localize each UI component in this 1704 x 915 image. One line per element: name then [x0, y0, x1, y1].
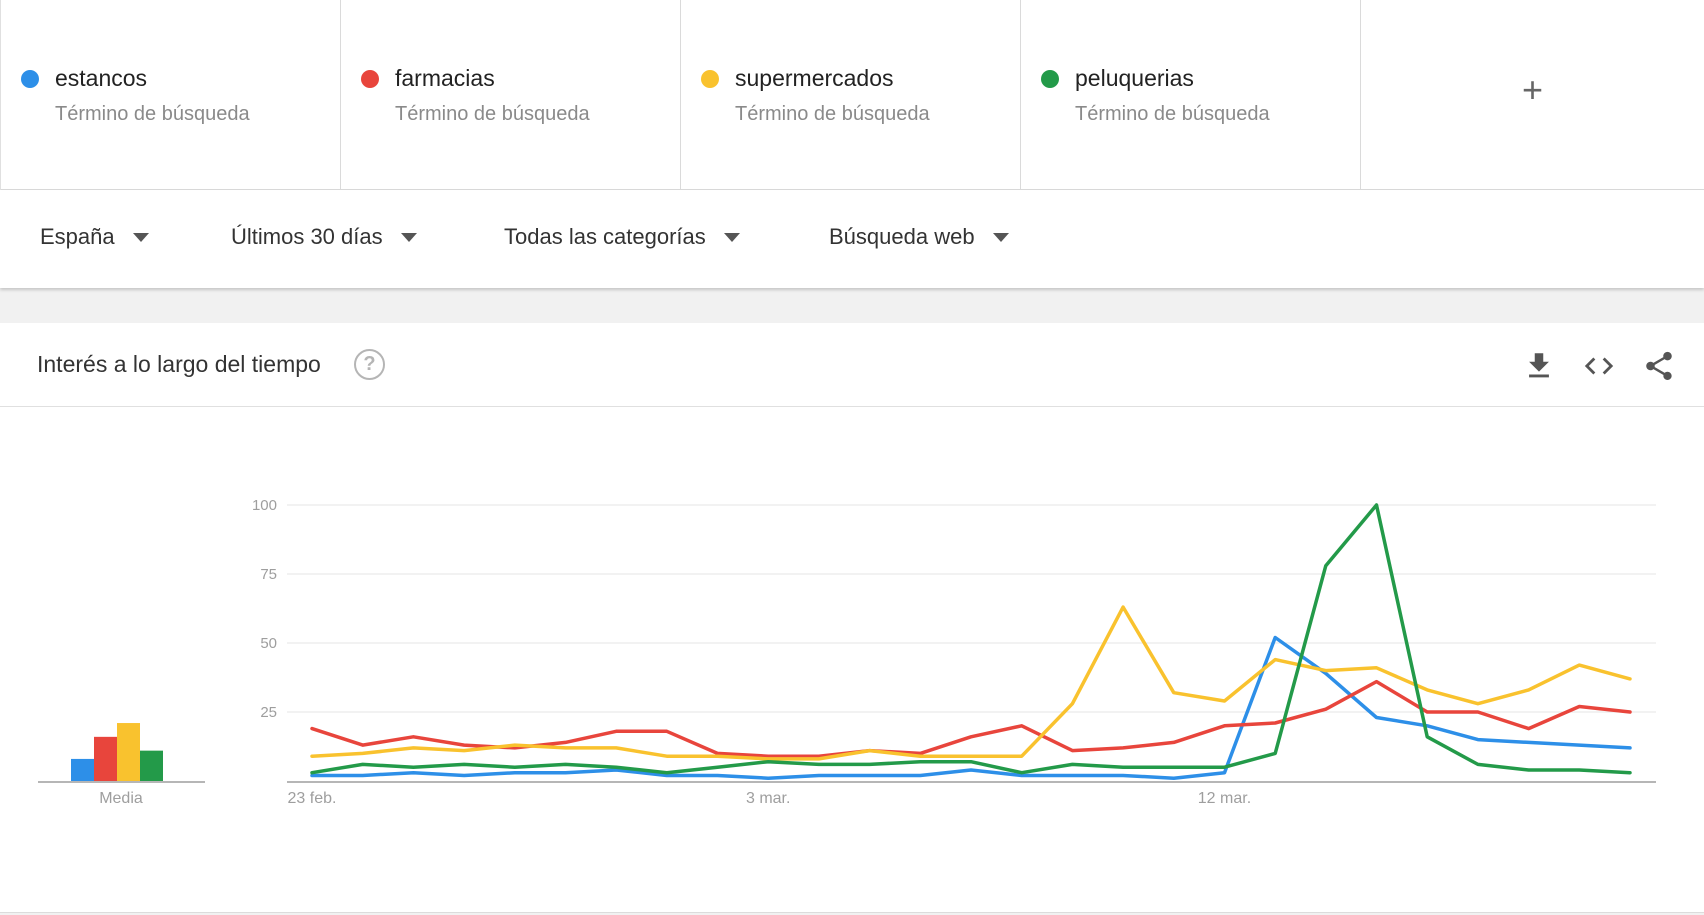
series-line-estancos: [310, 635, 1632, 780]
average-bar-farmacias: [94, 736, 117, 781]
x-tick-label: 12 mar.: [1198, 790, 1251, 807]
search-type-dropdown[interactable]: Búsqueda web: [829, 224, 1009, 250]
term-name[interactable]: farmacias: [395, 65, 495, 91]
term-card-estancos[interactable]: estancos Término de búsqueda: [0, 0, 340, 190]
help-icon[interactable]: ?: [354, 349, 385, 380]
caret-down-icon: [132, 232, 149, 242]
add-term-button[interactable]: +: [1360, 0, 1704, 189]
y-tick-label: 75: [260, 566, 277, 583]
term-card-farmacias[interactable]: farmacias Término de búsqueda: [340, 0, 680, 190]
card-header: Interés a lo largo del tiempo ?: [0, 323, 1704, 407]
average-bar-estancos: [71, 758, 94, 781]
average-bar-supermercados: [117, 723, 140, 781]
y-tick-label: 50: [260, 635, 277, 652]
series-line-peluquerias: [310, 503, 1632, 775]
search-terms-bar: estancos Término de búsqueda farmacias T…: [0, 0, 1704, 190]
card-title: Interés a lo largo del tiempo: [37, 351, 321, 377]
category-label: Todas las categorías: [504, 224, 706, 249]
caret-down-icon: [723, 232, 740, 242]
region-label: España: [40, 224, 115, 249]
search-type-label: Búsqueda web: [829, 224, 975, 249]
region-dropdown[interactable]: España: [40, 224, 149, 250]
series-color-dot: [21, 70, 39, 88]
average-label: Media: [99, 790, 143, 807]
term-type: Término de búsqueda: [395, 103, 590, 125]
plus-icon: +: [1521, 69, 1544, 110]
term-type: Término de búsqueda: [735, 103, 930, 125]
term-name[interactable]: supermercados: [735, 65, 894, 91]
category-dropdown[interactable]: Todas las categorías: [504, 224, 740, 250]
term-type: Término de búsqueda: [1075, 103, 1270, 125]
period-dropdown[interactable]: Últimos 30 días: [231, 224, 417, 250]
term-name[interactable]: estancos: [55, 65, 148, 91]
series-color-dot: [361, 70, 379, 88]
interest-over-time-card: Interés a lo largo del tiempo ? 100 75 50 2…: [0, 323, 1704, 913]
term-type: Término de búsqueda: [55, 103, 250, 125]
y-tick-label: 25: [260, 704, 277, 721]
series-line-supermercados: [310, 605, 1632, 761]
y-tick-label: 100: [252, 497, 277, 514]
series-color-dot: [701, 70, 719, 88]
interest-chart: 100 75 50 25 23 feb. 3 mar. 12 mar. Media: [38, 497, 1656, 807]
term-card-supermercados[interactable]: supermercados Término de búsqueda: [680, 0, 1020, 190]
average-bar-peluquerias: [140, 750, 163, 781]
download-icon[interactable]: [1522, 349, 1556, 383]
caret-down-icon: [400, 232, 417, 242]
share-icon[interactable]: [1642, 349, 1676, 383]
x-tick-label: 23 feb.: [288, 790, 337, 807]
series-color-dot: [1041, 70, 1059, 88]
period-label: Últimos 30 días: [231, 224, 383, 249]
filters-bar: España Últimos 30 días Todas las categor…: [0, 190, 1704, 288]
caret-down-icon: [992, 232, 1009, 242]
x-tick-label: 3 mar.: [746, 790, 790, 807]
term-name[interactable]: peluquerias: [1075, 65, 1194, 91]
term-card-peluquerias[interactable]: peluquerias Término de búsqueda: [1020, 0, 1360, 190]
embed-code-icon[interactable]: [1582, 349, 1616, 383]
